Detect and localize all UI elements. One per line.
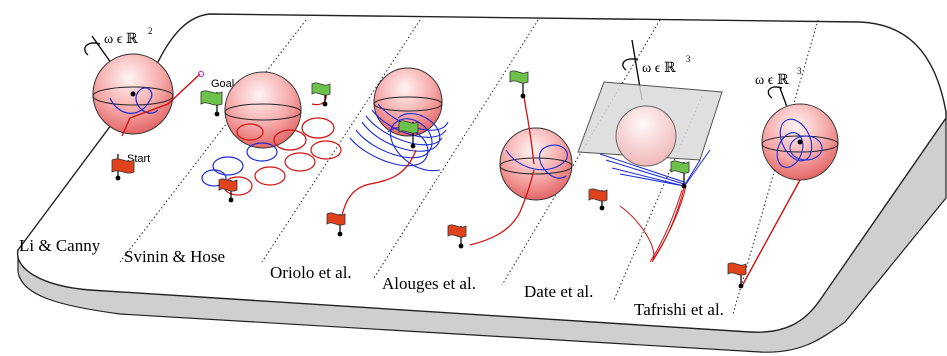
scene-alouges: [447, 70, 573, 249]
divider-3: [373, 19, 539, 279]
sphere: [373, 67, 443, 137]
goal-flag-icon: [509, 70, 529, 84]
divider-4: [501, 19, 661, 286]
goal-flag-icon: [311, 82, 331, 96]
start-flag-icon: [588, 188, 608, 202]
goal-flag-base: [322, 101, 328, 107]
start-flag-icon: [111, 158, 135, 174]
sphere-path-blue: [109, 87, 159, 114]
start-flag-base: [115, 175, 121, 181]
fan-trajectory: [599, 149, 711, 187]
start-flag-base: [337, 231, 343, 237]
start-flag-icon: [447, 224, 467, 238]
sphere-equator: [92, 86, 174, 106]
trajectory-red: [121, 73, 201, 137]
label-oriolo: Oriolo et al.: [270, 263, 352, 282]
goal-flag-icon: [398, 120, 419, 134]
goal-marker: [197, 70, 205, 78]
sphere-equator: [373, 96, 443, 112]
goal-flag-base: [520, 93, 526, 99]
sphere: [499, 127, 573, 201]
omega-r3-exponent: 3: [686, 54, 691, 64]
scene-li-canny: ω ϵ ℝ 2 Goal Start: [84, 26, 234, 181]
rotation-arrow-icon: [84, 42, 101, 56]
scene-oriolo: [326, 67, 449, 237]
goal-flag-base: [410, 143, 416, 149]
sphere-equator: [499, 157, 573, 175]
label-li-canny: Li & Canny: [19, 236, 101, 255]
goal-flag-base: [681, 183, 687, 189]
sphere-path-blue: [776, 118, 823, 168]
goal-label: Goal: [211, 78, 234, 90]
trajectory-red: [341, 149, 417, 216]
omega-r2-exponent: 2: [148, 26, 153, 36]
goal-flag-icon: [670, 160, 690, 174]
omega-r3-label: ω ϵ ℝ: [755, 73, 789, 88]
label-svinin-hose: Svinin & Hose: [124, 247, 225, 266]
scene-date: ω ϵ ℝ 3: [577, 39, 723, 263]
start-flag-base: [599, 205, 605, 211]
omega-r3-exponent: 3: [797, 66, 802, 76]
rotation-arrow-icon: [622, 58, 639, 71]
sphere-center: [797, 139, 803, 145]
goal-flag-base: [214, 111, 220, 117]
label-tafrishi: Tafrishi et al.: [634, 300, 724, 319]
omega-r2-label: ω ϵ ℝ: [104, 32, 138, 47]
omega-r3-label: ω ϵ ℝ: [642, 61, 676, 76]
sphere-path-blue: [505, 144, 568, 179]
divider-2: [261, 19, 421, 263]
start-flag-icon: [326, 212, 346, 226]
section-labels: Li & Canny Svinin & Hose Oriolo et al. A…: [19, 236, 724, 319]
rotation-arrow-icon: [767, 86, 783, 99]
sphere-equator: [224, 103, 302, 121]
start-flag-icon: [727, 262, 747, 276]
label-date: Date et al.: [524, 282, 593, 301]
trajectory-red: [469, 95, 535, 246]
descent-trajectory: [619, 185, 687, 263]
divider-1: [119, 19, 307, 263]
sphere: [615, 105, 677, 167]
label-alouges: Alouges et al.: [382, 274, 476, 293]
start-flag-base: [738, 283, 744, 289]
scene-tafrishi: ω ϵ ℝ 3: [727, 66, 839, 289]
sphere-center: [130, 91, 136, 97]
scene-svinin-hose: [201, 71, 342, 203]
start-flag-icon: [218, 178, 238, 192]
start-flag-base: [458, 243, 464, 249]
start-flag-base: [228, 197, 234, 203]
trajectory-red: [741, 179, 801, 287]
loop-trajectory: [201, 87, 342, 196]
sphere: [224, 71, 302, 149]
goal-flag-icon: [200, 90, 223, 106]
